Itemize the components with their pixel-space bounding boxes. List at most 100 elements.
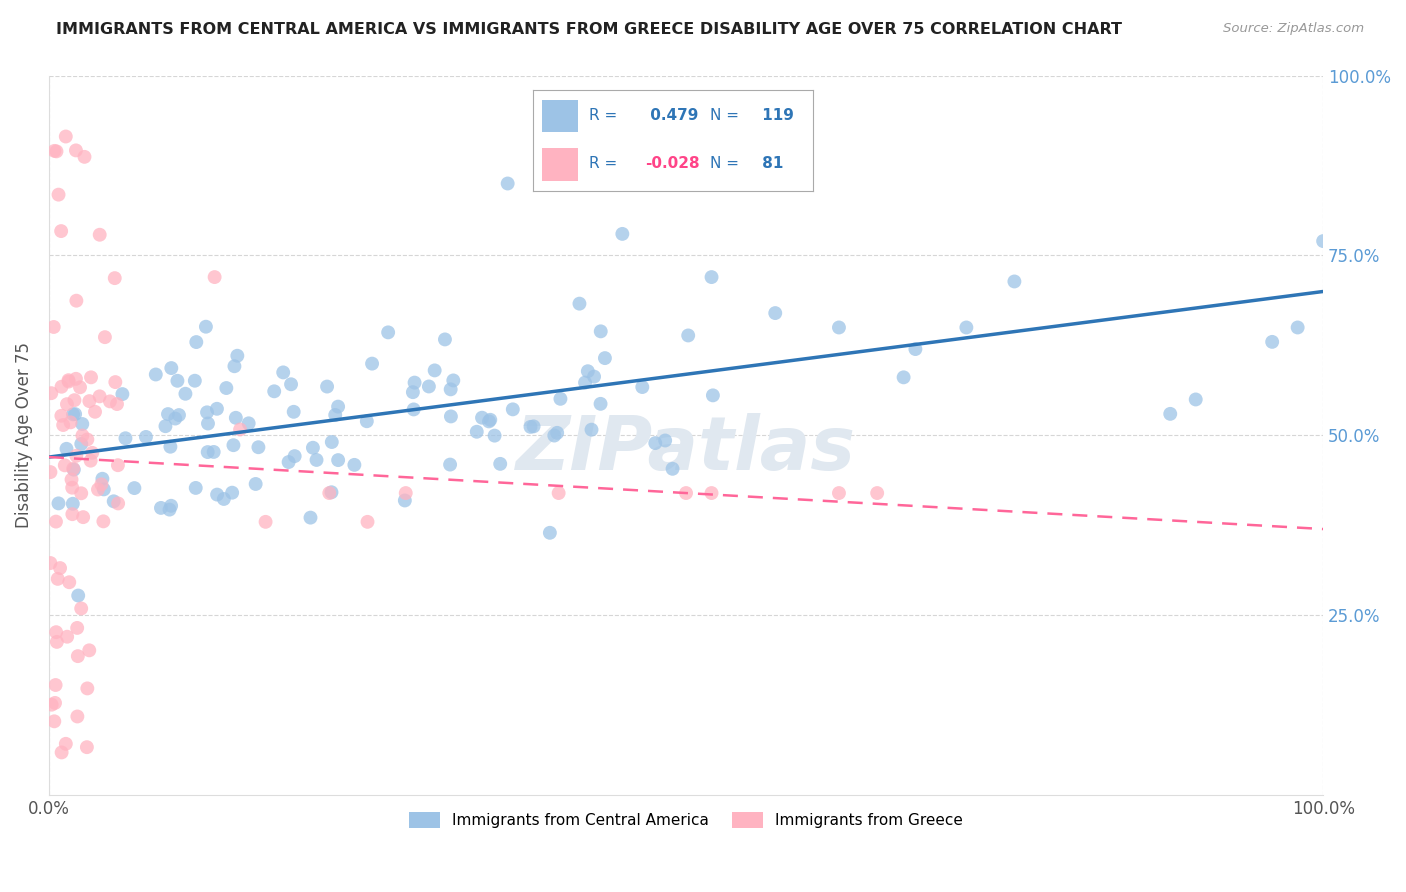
Point <box>402 402 425 417</box>
Point <box>195 405 218 419</box>
Point <box>107 458 129 473</box>
Point <box>263 384 285 399</box>
Point <box>65 449 87 463</box>
Point <box>543 428 565 442</box>
Point <box>160 499 183 513</box>
Point <box>395 486 418 500</box>
Point <box>60 473 83 487</box>
Point <box>205 401 228 416</box>
Point <box>73 150 96 164</box>
Point <box>326 400 349 414</box>
Point <box>904 342 927 356</box>
Point <box>519 420 541 434</box>
Point <box>46 572 69 586</box>
Point <box>70 437 93 451</box>
Point <box>238 417 260 431</box>
Point <box>79 394 101 409</box>
Point <box>321 435 343 450</box>
Point <box>402 385 425 400</box>
Point <box>654 434 676 448</box>
Point <box>62 497 84 511</box>
Point <box>59 415 82 429</box>
Point <box>326 453 349 467</box>
Point <box>893 370 915 384</box>
Point <box>53 458 76 473</box>
Legend: Immigrants from Central America, Immigrants from Greece: Immigrants from Central America, Immigra… <box>404 806 969 835</box>
Point <box>676 328 699 343</box>
Point <box>318 486 340 500</box>
Point <box>418 379 440 393</box>
Point <box>202 445 225 459</box>
Point <box>70 601 93 615</box>
Point <box>254 515 277 529</box>
Point <box>51 380 73 394</box>
Point <box>828 486 851 500</box>
Point <box>1002 275 1025 289</box>
Point <box>60 507 83 521</box>
Point <box>149 500 172 515</box>
Point <box>66 649 89 664</box>
Point <box>700 486 723 500</box>
Point <box>361 357 384 371</box>
Point <box>124 481 146 495</box>
Point <box>76 740 98 755</box>
Point <box>103 494 125 508</box>
Point <box>160 361 183 376</box>
Point <box>49 561 72 575</box>
Point <box>51 409 73 423</box>
Point <box>479 413 502 427</box>
Point <box>39 386 62 401</box>
Point <box>58 375 80 389</box>
Point <box>93 483 115 497</box>
Point <box>52 417 75 432</box>
Point <box>321 485 343 500</box>
Point <box>576 364 599 378</box>
Point <box>828 320 851 334</box>
Point <box>105 397 128 411</box>
Point <box>277 455 299 469</box>
Point <box>55 737 77 751</box>
Point <box>377 326 399 340</box>
Point <box>574 376 596 390</box>
Point <box>323 408 346 422</box>
Point <box>205 487 228 501</box>
Point <box>72 428 94 442</box>
Point <box>197 417 219 431</box>
Point <box>76 433 98 447</box>
Point <box>441 373 464 387</box>
Point <box>56 397 79 411</box>
Point <box>45 678 67 692</box>
Point <box>271 365 294 379</box>
Point <box>547 486 569 500</box>
Point <box>186 334 208 349</box>
Point <box>45 515 67 529</box>
Text: Source: ZipAtlas.com: Source: ZipAtlas.com <box>1223 22 1364 36</box>
Point <box>167 408 190 422</box>
Point <box>229 422 252 436</box>
Point <box>145 368 167 382</box>
Text: ZIPatlas: ZIPatlas <box>516 413 856 486</box>
Point <box>1184 392 1206 407</box>
Point <box>89 389 111 403</box>
Point <box>299 510 322 524</box>
Point <box>104 375 127 389</box>
Point <box>63 407 86 421</box>
Point <box>135 430 157 444</box>
Point <box>66 709 89 723</box>
Point <box>39 556 62 570</box>
Point <box>224 359 246 374</box>
Point <box>702 388 724 402</box>
Point <box>302 441 325 455</box>
Point <box>478 414 501 428</box>
Point <box>305 453 328 467</box>
Point <box>67 589 90 603</box>
Point <box>91 472 114 486</box>
Point <box>62 407 84 421</box>
Point <box>77 643 100 657</box>
Point <box>343 458 366 472</box>
Point <box>184 374 207 388</box>
Point <box>675 486 697 500</box>
Point <box>65 144 87 158</box>
Point <box>465 425 488 439</box>
Point <box>226 349 249 363</box>
